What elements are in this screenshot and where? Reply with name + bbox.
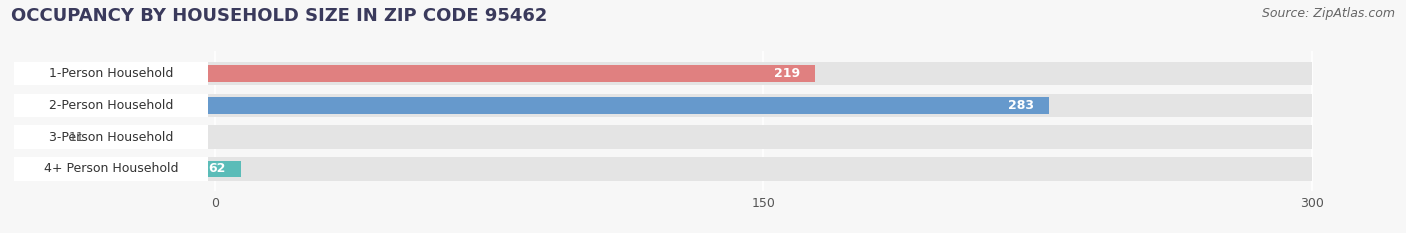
Bar xyxy=(14,65,814,82)
Bar xyxy=(14,157,1312,181)
Text: 1-Person Household: 1-Person Household xyxy=(49,67,173,80)
Text: Source: ZipAtlas.com: Source: ZipAtlas.com xyxy=(1261,7,1395,20)
Bar xyxy=(14,93,208,117)
Bar xyxy=(14,129,55,145)
Bar xyxy=(14,125,208,149)
Bar xyxy=(14,157,208,181)
Text: 62: 62 xyxy=(208,162,226,175)
Bar xyxy=(14,93,1312,117)
Bar xyxy=(14,62,208,85)
Text: 283: 283 xyxy=(1008,99,1033,112)
Text: 3-Person Household: 3-Person Household xyxy=(49,130,173,144)
Text: 4+ Person Household: 4+ Person Household xyxy=(44,162,179,175)
Bar xyxy=(14,97,1049,113)
Bar xyxy=(14,125,1312,149)
Text: OCCUPANCY BY HOUSEHOLD SIZE IN ZIP CODE 95462: OCCUPANCY BY HOUSEHOLD SIZE IN ZIP CODE … xyxy=(11,7,547,25)
Text: 219: 219 xyxy=(773,67,800,80)
Text: 2-Person Household: 2-Person Household xyxy=(49,99,173,112)
Bar xyxy=(14,161,240,177)
Bar xyxy=(14,62,1312,85)
Text: 11: 11 xyxy=(69,130,84,144)
